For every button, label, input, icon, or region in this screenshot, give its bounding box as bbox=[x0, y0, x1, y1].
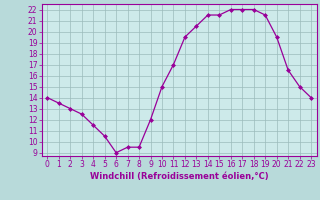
X-axis label: Windchill (Refroidissement éolien,°C): Windchill (Refroidissement éolien,°C) bbox=[90, 172, 268, 181]
